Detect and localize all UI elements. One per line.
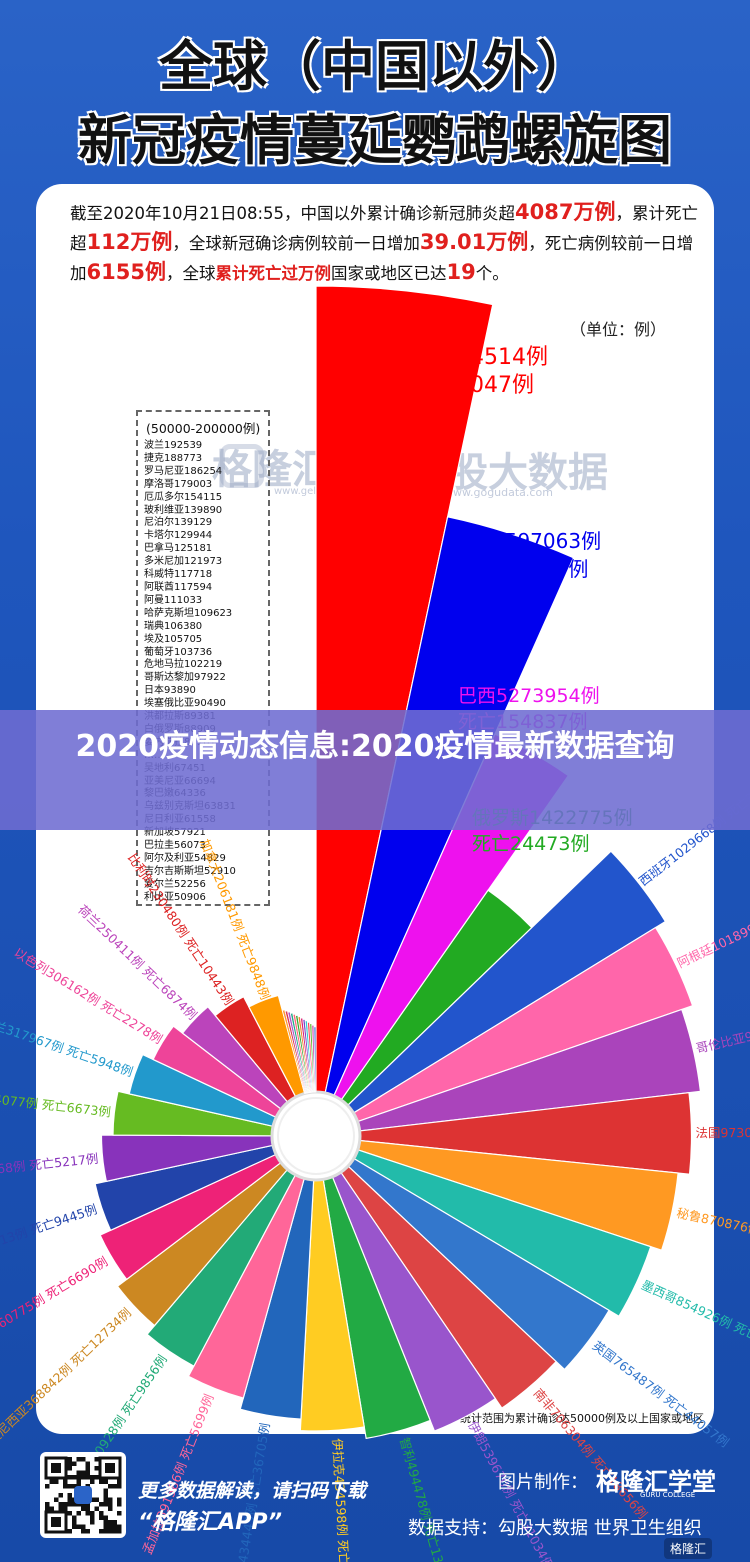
box-item: 卡塔尔129944 <box>144 530 213 542</box>
footer-data-support: 数据支持：勾股大数据 世界卫生组织 <box>408 1518 702 1539</box>
footer-app-name: “格隆汇APP” <box>138 1510 283 1535</box>
box-item: 埃及105705 <box>144 633 203 645</box>
qr-code[interactable] <box>40 1452 126 1538</box>
box-item: 捷克188773 <box>144 452 203 464</box>
summary-part: ，全球 <box>165 264 216 283</box>
overlay-banner: 2020疫情动态信息:2020疫情最新数据查询 <box>0 710 750 830</box>
box-item: 波兰192539 <box>144 440 203 451</box>
summary-part: ，累计死亡超 <box>70 204 698 253</box>
data-label-法国: 法国973068例 死亡33909例 <box>695 1124 750 1140</box>
summary-part: ，死亡病例较前一日增加 <box>70 234 694 283</box>
box-item: 爱尔兰52256 <box>144 878 206 890</box>
data-label-巴基斯坦: 巴基斯坦324077例 死亡6673例 <box>0 1084 112 1120</box>
box-item: 阿联酋117594 <box>144 581 213 593</box>
data-label-土耳其: 土耳其351413例 死亡9445例 <box>0 1201 99 1269</box>
box-item: 利比亚50906 <box>144 891 206 903</box>
summary-text: 截至2020年10月21日08:55，中国以外累计确诊新冠肺炎超4087万例，累… <box>70 198 700 288</box>
box-item: 科威特117718 <box>144 569 213 581</box>
footer-made-by-brand: 格隆汇学堂 <box>596 1468 716 1496</box>
box-item: 葡萄牙103736 <box>144 646 213 658</box>
data-label-秘鲁: 秘鲁870876例 死亡33820例 <box>675 1205 750 1254</box>
box-item: 尼泊尔139129 <box>144 517 213 529</box>
data-label-美国: 美国8514514例 <box>384 345 548 370</box>
data-label-沙特阿拉伯: 沙特阿拉伯342968例 死亡5217例 <box>0 1151 99 1186</box>
box-item: 巴拉圭56073 <box>144 840 206 852</box>
box-item: 新加坡57921 <box>144 827 206 839</box>
corner-watermark: 格隆汇 <box>664 1538 713 1559</box>
watermark-logo-icon <box>220 444 264 488</box>
box-item: 罗马尼亚186254 <box>144 465 223 477</box>
footer-made-by-label: 图片制作： <box>498 1472 588 1493</box>
summary-value: 19 <box>446 260 476 284</box>
box-item: 哥斯达黎加97922 <box>144 672 226 684</box>
box-item: 日本93890 <box>144 685 196 697</box>
box-item: 埃塞俄比亚90490 <box>144 698 226 710</box>
center-ring-inner <box>277 1097 355 1175</box>
data-label-巴西: 巴西5273954例 <box>458 685 600 707</box>
box-title: (50000-200000例) <box>146 421 261 436</box>
footnote: 注：统计范围为累计确诊达50000例及以上国家或地区 <box>438 1412 704 1425</box>
title-line-2: 新冠疫情蔓延鹦鹉螺旋图 <box>78 109 672 172</box>
box-item: 阿尔及利亚54829 <box>144 853 226 864</box>
data-label-阿根廷: 阿根廷1018999例 死亡27100例 <box>675 877 750 970</box>
data-label-death-美国: 死亡226047例 <box>384 373 534 398</box>
bar-small-country <box>313 1026 317 1093</box>
summary-part: 个。 <box>475 264 509 283</box>
summary-value: 6155例 <box>86 260 166 284</box>
box-item: 瑞典106380 <box>144 620 203 632</box>
watermark-right-url: www.gogudata.com <box>444 486 553 499</box>
box-item: 哈萨克斯坦109623 <box>144 607 233 619</box>
summary-value: 4087万例 <box>515 200 616 224</box>
data-label-南非: 南非706304例 死亡18656例 <box>531 1386 651 1522</box>
summary-value: 累计死亡过万例 <box>215 264 331 283</box>
summary-part: ，全球新冠确诊病例较前一日增加 <box>172 234 420 253</box>
qr-code-icon <box>44 1456 122 1534</box>
data-label-印度: 印度7597063例 <box>452 529 601 553</box>
data-label-哥伦比亚: 哥伦比亚974139例 死亡29272例 <box>695 999 750 1056</box>
data-label-墨西哥: 墨西哥854926例 死亡86338例 <box>639 1277 750 1365</box>
data-label-英国: 英国765487例 死亡44057例 <box>590 1338 732 1450</box>
summary-value: 39.01万例 <box>419 230 529 254</box>
box-item: 多米尼加121973 <box>144 556 223 568</box>
summary-part: 国家或地区已达 <box>330 264 447 283</box>
box-item: 阿曼111033 <box>144 594 203 606</box>
summary-value: 112万例 <box>86 230 173 254</box>
title-line-1: 全球（中国以外） <box>159 35 591 98</box>
footer-guru: GURU COLLEGE <box>640 1491 696 1499</box>
data-label-death-俄罗斯: 死亡24473例 <box>472 833 589 855</box>
box-item: 吉尔吉斯斯坦52910 <box>144 865 236 877</box>
watermark-left: 格隆汇 <box>212 447 332 493</box>
unit-label: （单位：例） <box>569 320 666 339</box>
box-item: 厄瓜多尔154115 <box>144 491 223 503</box>
box-item: 玻利维亚139890 <box>144 504 223 516</box>
box-item: 巴拿马125181 <box>144 543 213 555</box>
summary-part: 截至2020年10月21日08:55，中国以外累计确诊新冠肺炎超 <box>70 204 516 223</box>
footer-more-data: 更多数据解读，请扫码下载 <box>138 1480 367 1502</box>
data-label-智利: 智利494478例 死亡13702例 <box>397 1436 456 1562</box>
box-item: 摩洛哥179003 <box>144 478 213 490</box>
data-label-death-印度: 死亡115197例 <box>452 557 588 581</box>
box-item: 危地马拉102219 <box>144 659 223 671</box>
